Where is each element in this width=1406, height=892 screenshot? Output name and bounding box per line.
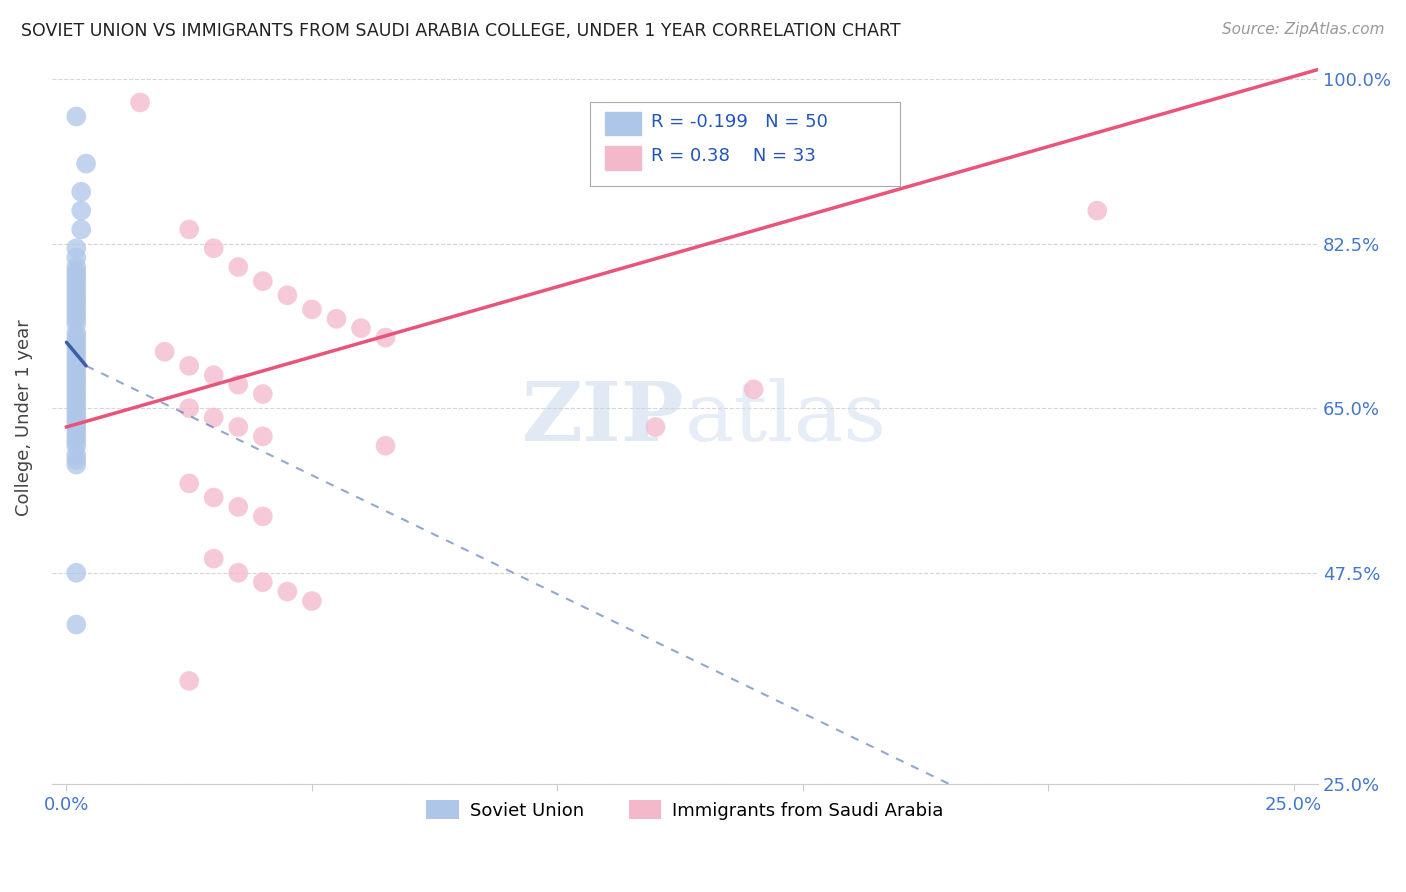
Point bbox=[276, 584, 298, 599]
Point bbox=[65, 278, 87, 293]
Text: atlas: atlas bbox=[685, 377, 887, 458]
Point bbox=[65, 363, 87, 377]
Point bbox=[65, 317, 87, 331]
Point bbox=[65, 344, 87, 359]
Point bbox=[644, 420, 666, 434]
Point bbox=[252, 387, 274, 401]
Point bbox=[301, 594, 323, 608]
Point bbox=[179, 476, 201, 491]
Point bbox=[65, 434, 87, 448]
Point bbox=[65, 265, 87, 279]
Point bbox=[179, 359, 201, 373]
Legend: Soviet Union, Immigrants from Saudi Arabia: Soviet Union, Immigrants from Saudi Arab… bbox=[419, 793, 950, 827]
Point bbox=[65, 392, 87, 406]
Point bbox=[65, 406, 87, 420]
Point bbox=[226, 260, 249, 274]
Point bbox=[65, 110, 87, 124]
Point bbox=[65, 458, 87, 472]
Point bbox=[65, 269, 87, 284]
Point bbox=[75, 156, 97, 170]
Point bbox=[65, 298, 87, 312]
Point bbox=[374, 439, 396, 453]
Point bbox=[65, 453, 87, 467]
Point bbox=[65, 311, 87, 326]
Point bbox=[301, 302, 323, 317]
Point bbox=[65, 241, 87, 255]
Point bbox=[65, 251, 87, 265]
Point bbox=[65, 410, 87, 425]
Point bbox=[65, 335, 87, 350]
Point bbox=[65, 373, 87, 387]
Point bbox=[65, 377, 87, 392]
Point bbox=[70, 185, 93, 199]
Text: ZIP: ZIP bbox=[522, 377, 685, 458]
Point bbox=[65, 330, 87, 344]
Point bbox=[65, 307, 87, 321]
Point bbox=[153, 344, 176, 359]
Point bbox=[202, 241, 225, 255]
Point bbox=[65, 401, 87, 416]
Point bbox=[65, 382, 87, 396]
Point bbox=[65, 415, 87, 429]
Point bbox=[65, 425, 87, 439]
Text: R = 0.38    N = 33: R = 0.38 N = 33 bbox=[651, 147, 815, 165]
Point bbox=[65, 387, 87, 401]
FancyBboxPatch shape bbox=[591, 102, 900, 186]
Point bbox=[350, 321, 373, 335]
Point bbox=[374, 330, 396, 344]
Point bbox=[65, 429, 87, 443]
Point bbox=[65, 284, 87, 298]
Point bbox=[65, 260, 87, 274]
Text: SOVIET UNION VS IMMIGRANTS FROM SAUDI ARABIA COLLEGE, UNDER 1 YEAR CORRELATION C: SOVIET UNION VS IMMIGRANTS FROM SAUDI AR… bbox=[21, 22, 901, 40]
Point bbox=[179, 401, 201, 416]
Point bbox=[65, 350, 87, 364]
Text: R = -0.199   N = 50: R = -0.199 N = 50 bbox=[651, 113, 828, 131]
Point bbox=[65, 420, 87, 434]
Point bbox=[226, 420, 249, 434]
Point bbox=[276, 288, 298, 302]
Point bbox=[202, 551, 225, 566]
Point bbox=[202, 410, 225, 425]
Point bbox=[65, 340, 87, 354]
Point bbox=[252, 575, 274, 590]
Point bbox=[1085, 203, 1108, 218]
Point bbox=[179, 673, 201, 688]
Point bbox=[226, 377, 249, 392]
FancyBboxPatch shape bbox=[605, 146, 641, 169]
Point bbox=[65, 566, 87, 580]
Point bbox=[202, 491, 225, 505]
Point bbox=[65, 354, 87, 368]
Point bbox=[742, 382, 765, 396]
Point bbox=[129, 95, 152, 110]
Point bbox=[252, 509, 274, 524]
Point bbox=[65, 293, 87, 307]
Point bbox=[65, 288, 87, 302]
Point bbox=[65, 326, 87, 340]
Point bbox=[325, 311, 347, 326]
Point bbox=[65, 448, 87, 462]
Point bbox=[65, 302, 87, 317]
Point bbox=[226, 566, 249, 580]
Point bbox=[65, 274, 87, 288]
Point bbox=[179, 222, 201, 236]
Point bbox=[65, 359, 87, 373]
Point bbox=[70, 203, 93, 218]
Point bbox=[70, 222, 93, 236]
Text: Source: ZipAtlas.com: Source: ZipAtlas.com bbox=[1222, 22, 1385, 37]
Point bbox=[202, 368, 225, 383]
FancyBboxPatch shape bbox=[605, 112, 641, 135]
Point bbox=[65, 617, 87, 632]
Y-axis label: College, Under 1 year: College, Under 1 year bbox=[15, 319, 32, 516]
Point bbox=[65, 396, 87, 410]
Point bbox=[226, 500, 249, 514]
Point bbox=[65, 439, 87, 453]
Point bbox=[65, 368, 87, 383]
Point bbox=[252, 274, 274, 288]
Point bbox=[252, 429, 274, 443]
